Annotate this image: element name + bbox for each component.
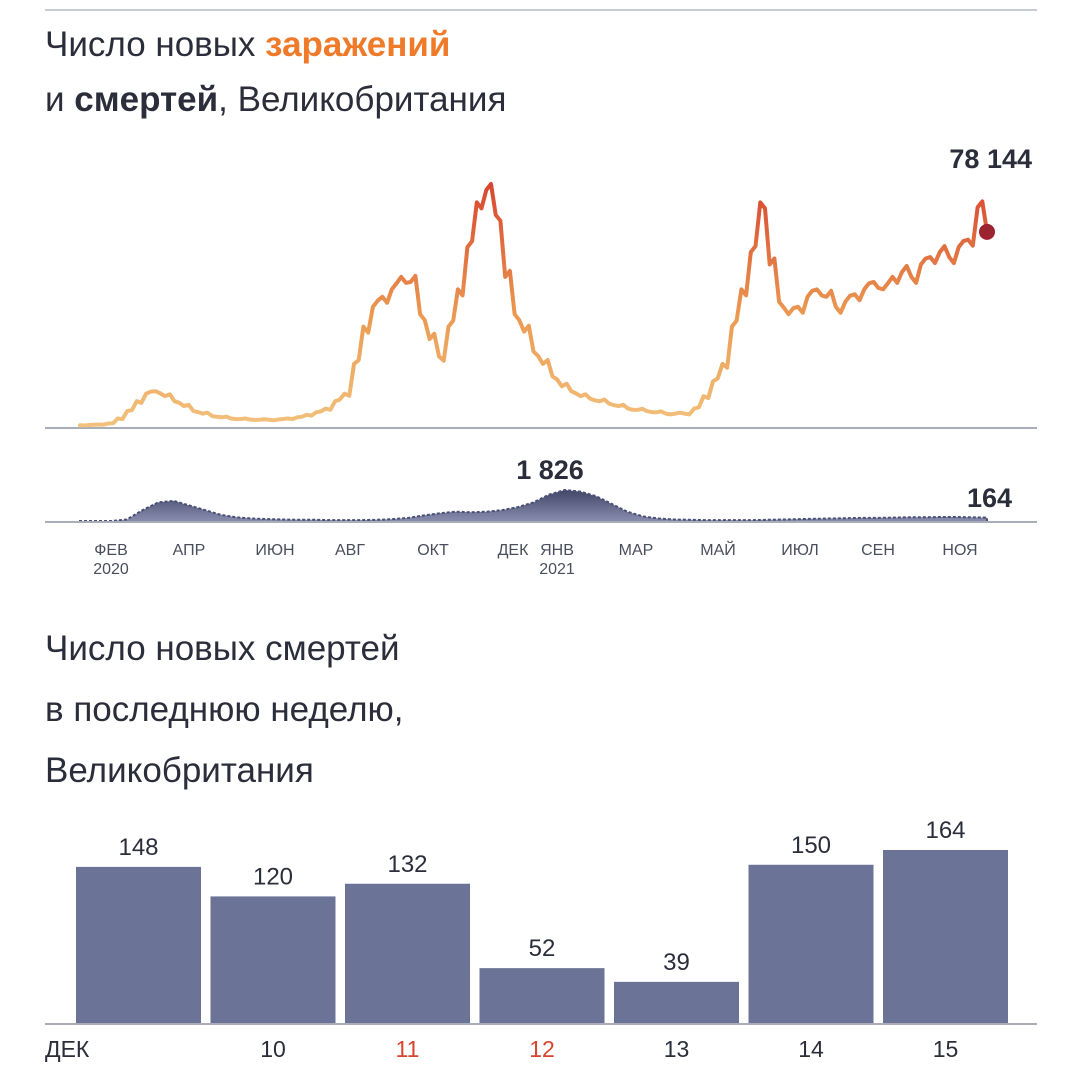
title-deaths-word: смертей — [74, 80, 219, 119]
x-axis: ФЕВ 2020 АПР ИЮН АВГ ОКТ ДЕК ЯНВ 2021 МАР МАЙ ИЮЛ СЕ… — [93, 540, 977, 578]
deaths-latest-label: 164 — [967, 483, 1012, 513]
bar-axis-day-label: 11 — [396, 1036, 420, 1062]
x-tick-label: ДЕК — [498, 542, 530, 559]
bar-axis-day-label: 14 — [798, 1036, 824, 1062]
bar-value-label: 148 — [118, 834, 158, 861]
bar-axis-day-label: 10 — [260, 1036, 286, 1062]
chart-title-line-2: и смертей, Великобритания — [45, 79, 506, 121]
title-and: и — [45, 80, 75, 119]
x-tick-label: АПР — [173, 542, 206, 559]
bar-value-label: 132 — [387, 851, 427, 878]
x-tick-year: 2021 — [539, 561, 575, 578]
bar-title-line-2: в последнюю неделю, — [45, 690, 404, 729]
infections-line — [78, 182, 989, 428]
chart-title-line-1: Число новых заражений — [45, 24, 450, 66]
infections-peak-label: 78 144 — [949, 144, 1032, 174]
x-tick-label: МАЙ — [700, 540, 736, 559]
bar-value-label: 52 — [529, 935, 556, 962]
bar — [883, 850, 1008, 1023]
bar-title-line-1: Число новых смертей — [45, 629, 400, 668]
bar-value-label: 164 — [925, 817, 965, 844]
bar-value-label: 120 — [253, 863, 293, 890]
title-infections-word: заражений — [265, 25, 451, 64]
bar — [748, 864, 874, 1023]
bar-value-label: 150 — [791, 832, 831, 859]
infections-end-marker — [979, 223, 995, 240]
bar-chart-title: Число новых смертей в последнюю неделю, … — [45, 618, 645, 801]
bar-title-line-3: Великобритания — [45, 751, 314, 790]
x-tick-label: ИЮЛ — [781, 542, 818, 559]
x-tick-label: ОКТ — [417, 542, 449, 559]
bar — [614, 981, 739, 1023]
x-tick-label: НОЯ — [942, 542, 977, 559]
x-tick-label: АВГ — [335, 542, 365, 559]
deaths-chart: 1 826 164 — [45, 455, 1037, 523]
x-tick-label: МАР — [619, 542, 654, 559]
title-prefix: Число новых — [45, 25, 266, 64]
title-country: , Великобритания — [218, 80, 507, 119]
bar — [345, 883, 470, 1023]
bar-value-label: 39 — [663, 949, 690, 976]
bar-axis-day-label: 13 — [664, 1036, 690, 1062]
x-tick-label: ИЮН — [255, 542, 294, 559]
bar — [76, 866, 201, 1023]
bar-axis-day-label: 15 — [933, 1036, 959, 1062]
bar-axis-day-label: 12 — [529, 1036, 555, 1062]
bar-axis-month-label: ДЕК — [45, 1036, 90, 1062]
deaths-area — [79, 488, 988, 523]
x-tick-year: 2020 — [93, 561, 129, 578]
x-tick-label: ФЕВ — [94, 542, 128, 559]
x-tick-label: ЯНВ — [540, 542, 574, 559]
bar — [479, 968, 605, 1023]
bar — [210, 896, 336, 1023]
deaths-peak-label: 1 826 — [516, 455, 584, 485]
infections-chart: 78 144 — [45, 144, 1037, 429]
x-tick-label: СЕН — [861, 542, 895, 559]
top-divider — [45, 9, 1037, 11]
weekly-deaths-bar-chart: 148 120 132 52 39 150 164 ДЕК 10 11 12 13 14 15 — [45, 817, 1037, 1062]
